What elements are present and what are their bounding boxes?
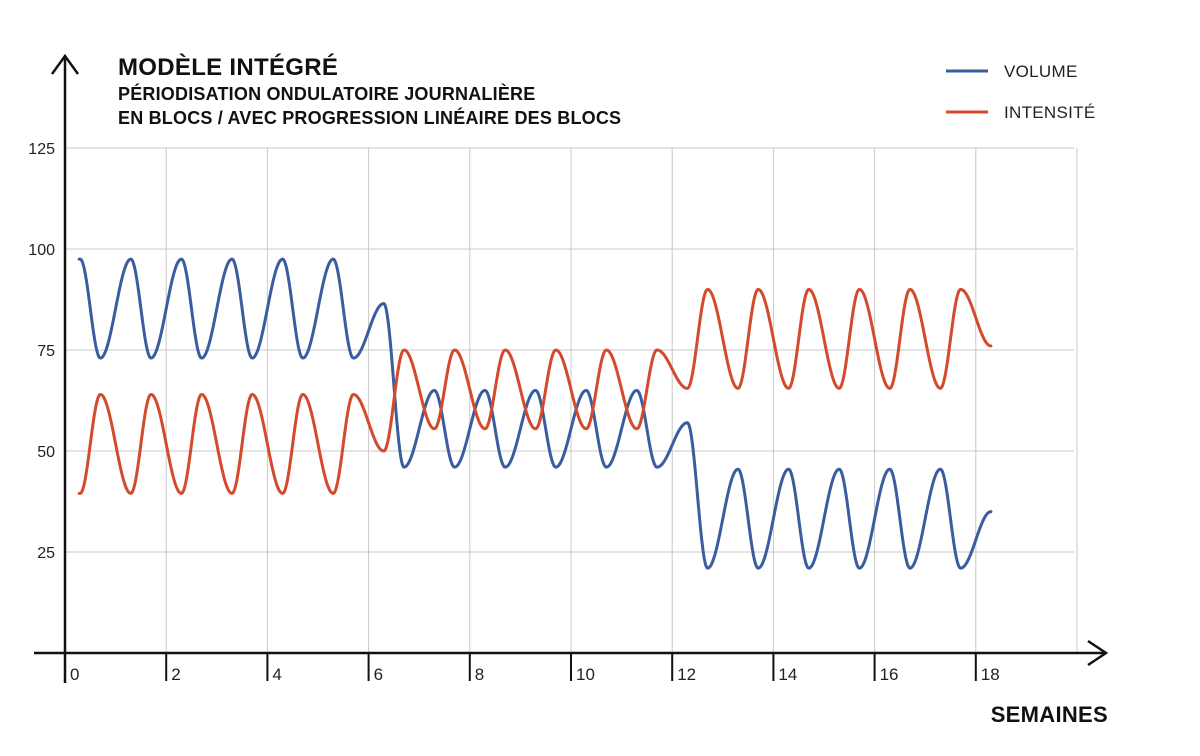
y-tick-label: 100 [28, 242, 55, 259]
y-axis-arrow [50, 53, 80, 75]
x-tick-label: 14 [778, 665, 797, 684]
axes [34, 53, 1109, 683]
x-tick-label: 2 [171, 665, 180, 684]
chart-title: MODÈLE INTÉGRÉ [118, 54, 339, 81]
x-tick-label: 16 [880, 665, 899, 684]
legend-label-intensite: INTENSITÉ [1004, 103, 1096, 122]
x-tick-label: 12 [677, 665, 696, 684]
y-tick-label: 75 [37, 343, 55, 360]
y-tick-label: 25 [37, 545, 55, 562]
x-axis-label: SEMAINES [990, 702, 1108, 727]
x-tick-label: 6 [374, 665, 383, 684]
x-tick-label: 10 [576, 665, 595, 684]
series-lines [77, 257, 993, 570]
y-tick-label: 125 [28, 141, 55, 158]
x-axis-arrow [1087, 639, 1109, 667]
x-tick-label: 18 [981, 665, 1000, 684]
x-tick-label: 8 [475, 665, 484, 684]
series-line-volume [77, 257, 993, 570]
y-tick-label: 50 [37, 444, 55, 461]
tick-labels: 25 50 75 100 125 0 2 4 6 8 10 12 14 16 18 [28, 141, 999, 684]
chart-subtitle-line-1: PÉRIODISATION ONDULATOIRE JOURNALIÈRE [118, 84, 536, 104]
chart-subtitle-line-2: EN BLOCS / AVEC PROGRESSION LINÉAIRE DES… [118, 108, 622, 128]
legend-swatches [946, 69, 988, 114]
x-tick-label: 4 [272, 665, 281, 684]
series-line-intensite [77, 287, 993, 495]
x-tick-label: 0 [70, 665, 79, 684]
legend-label-volume: VOLUME [1004, 62, 1078, 81]
grid-lines [65, 147, 1078, 653]
